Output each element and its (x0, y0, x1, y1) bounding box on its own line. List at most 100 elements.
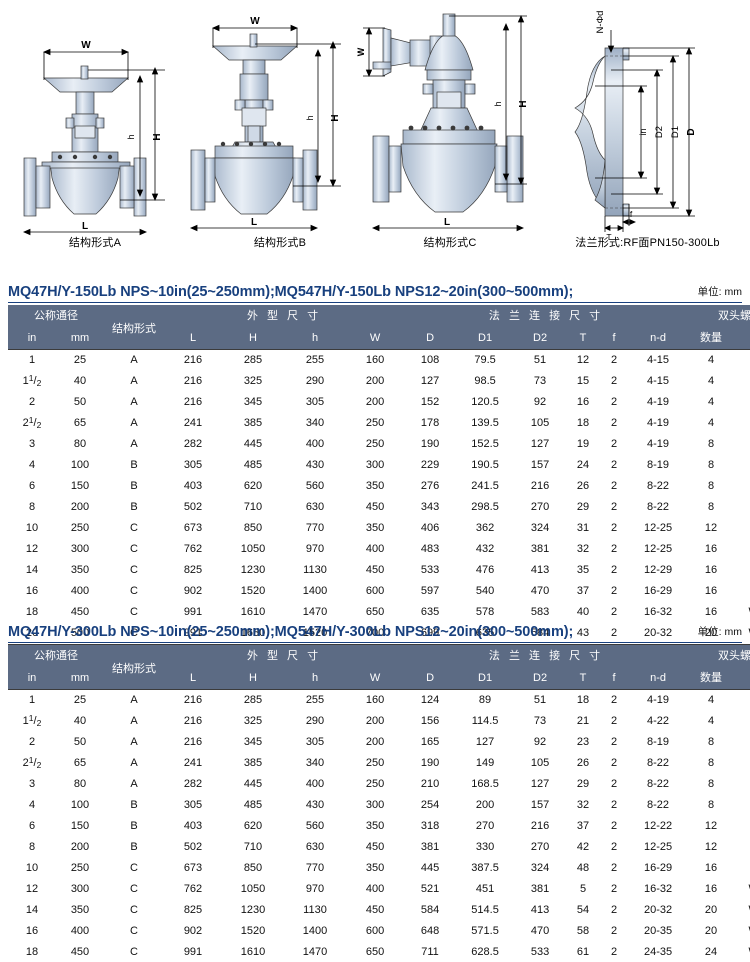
cell-f: 2 (600, 774, 629, 795)
cell-D2: 381 (514, 879, 567, 900)
cell-L: 216 (164, 349, 222, 371)
cell-mm: 350 (56, 560, 104, 581)
col-f: f (600, 327, 629, 350)
cell-h: 1400 (284, 581, 346, 602)
cell-H: 325 (222, 371, 284, 392)
cell-thread: W1 (734, 581, 750, 602)
cell-L: 282 (164, 434, 222, 455)
cell-D2: 51 (514, 689, 567, 711)
cell-qty: 12 (688, 837, 735, 858)
cell-f: 2 (600, 837, 629, 858)
cell-D: 381 (404, 837, 457, 858)
cell-D: 584 (404, 900, 457, 921)
cell-T: 23 (566, 732, 601, 753)
cell-D: 108 (404, 349, 457, 371)
cell-f: 2 (600, 581, 629, 602)
cell-H: 285 (222, 689, 284, 711)
cell-in: 3 (8, 434, 56, 455)
cell-T: 37 (566, 581, 601, 602)
cell-D: 124 (404, 689, 457, 711)
cell-mm: 400 (56, 581, 104, 602)
cell-type: A (104, 349, 164, 371)
cell-type: A (104, 413, 164, 434)
cell-nd: 20-35 (628, 921, 689, 942)
cell-thread: W3/4 (734, 476, 750, 497)
cell-thread: W11/8 (734, 623, 750, 645)
cell-mm: 50 (56, 392, 104, 413)
col-D2: D2 (514, 667, 567, 690)
cell-W: 450 (346, 837, 405, 858)
cell-thread: W7/8 (734, 539, 750, 560)
cell-T: 12 (566, 349, 601, 371)
cell-mm: 400 (56, 921, 104, 942)
col-nd: n-d (628, 327, 689, 350)
drawings-row: W H h L 结构形式A (0, 0, 750, 268)
cell-mm: 150 (56, 476, 104, 497)
cell-thread: W1/2 (734, 371, 750, 392)
cell-type: A (104, 689, 164, 711)
cell-f: 2 (600, 689, 629, 711)
cell-H: 850 (222, 858, 284, 879)
cell-nd: 12-25 (628, 518, 689, 539)
cell-H: 485 (222, 795, 284, 816)
cell-T: 58 (566, 921, 601, 942)
table-row: 18450C9911610147065063557858340216-3216W… (8, 602, 750, 623)
cell-D1: 330 (456, 837, 515, 858)
dim-label-d2: D2 (654, 126, 665, 138)
cell-mm: 100 (56, 795, 104, 816)
cell-h: 255 (284, 689, 346, 711)
cell-f: 2 (600, 732, 629, 753)
cell-D1: 89 (456, 689, 515, 711)
cell-type: B (104, 497, 164, 518)
cell-type: B (104, 455, 164, 476)
cell-T: 5 (566, 879, 601, 900)
col-D1: D1 (456, 667, 515, 690)
cell-mm: 65 (56, 413, 104, 434)
cell-mm: 300 (56, 539, 104, 560)
cell-h: 1470 (284, 942, 346, 962)
col-H: H (222, 667, 284, 690)
cell-D2: 73 (514, 711, 567, 732)
cell-D2: 157 (514, 455, 567, 476)
cell-type: C (104, 560, 164, 581)
cell-D2: 105 (514, 413, 567, 434)
cell-nd: 8-22 (628, 795, 689, 816)
dim-label-w: W (250, 16, 260, 27)
dim-label-h-lower: h (305, 115, 315, 120)
cell-D1: 114.5 (456, 711, 515, 732)
cell-thread: W3/4 (734, 795, 750, 816)
cell-nd: 8-19 (628, 455, 689, 476)
group-stud-bolt: 双头螺栓 (688, 645, 750, 667)
cell-in: 20 (8, 623, 56, 645)
cell-thread: W5/8 (734, 732, 750, 753)
col-L: L (164, 327, 222, 350)
cell-D: 127 (404, 371, 457, 392)
cell-f: 2 (600, 371, 629, 392)
cell-in: 1 (8, 689, 56, 711)
cell-in: 16 (8, 921, 56, 942)
cell-in: 3 (8, 774, 56, 795)
cell-f: 2 (600, 434, 629, 455)
figure-a-caption: 结构形式A (68, 237, 122, 249)
cell-D1: 476 (456, 560, 515, 581)
cell-D: 699 (404, 623, 457, 645)
cell-T: 19 (566, 434, 601, 455)
cell-nd: 4-19 (628, 413, 689, 434)
cell-D: 445 (404, 858, 457, 879)
cell-T: 32 (566, 795, 601, 816)
cell-h: 430 (284, 455, 346, 476)
cell-W: 200 (346, 392, 405, 413)
cell-D2: 324 (514, 518, 567, 539)
cell-thread: W11/8 (734, 879, 750, 900)
cell-in: 21/2 (8, 753, 56, 774)
col-nd: n-d (628, 667, 689, 690)
cell-H: 345 (222, 392, 284, 413)
cell-L: 673 (164, 518, 222, 539)
cell-nd: 8-22 (628, 774, 689, 795)
dim-label-w: W (81, 40, 91, 51)
